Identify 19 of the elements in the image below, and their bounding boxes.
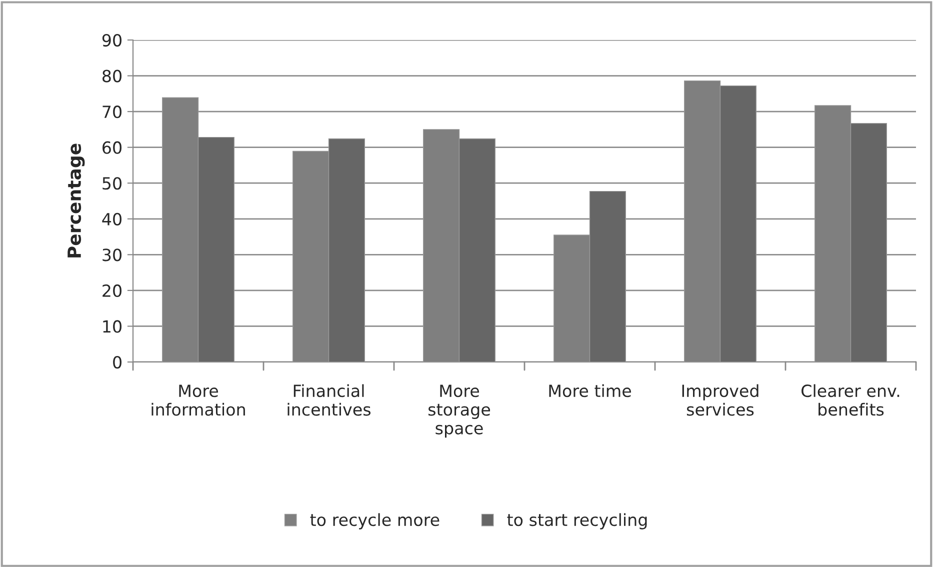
x-tick-label: Improved services [682, 384, 758, 416]
x-tick-label: More time [549, 384, 631, 398]
y-tick-label: 0 [113, 356, 122, 369]
y-tick-label: 90 [102, 34, 122, 47]
y-tick-label: 40 [102, 212, 122, 226]
x-tick-label: More storage space [428, 384, 490, 438]
legend-label: to start recycling [507, 513, 647, 530]
y-tick-label: 10 [103, 320, 122, 333]
y-tick-label: 80 [102, 70, 122, 82]
y-axis-title: Percentage [68, 144, 85, 258]
y-tick-label: 30 [102, 248, 122, 262]
legend-label: to recycle more [310, 513, 440, 530]
y-tick-label: 20 [102, 284, 122, 298]
x-tick-label: More information [152, 384, 245, 416]
y-tick-label: 60 [102, 141, 122, 154]
x-tick-label: Financial incentives [288, 384, 371, 416]
y-tick-label: 70 [102, 106, 122, 118]
x-tick-label: Clearer env. benefits [802, 384, 900, 416]
y-tick-label: 50 [102, 177, 122, 190]
